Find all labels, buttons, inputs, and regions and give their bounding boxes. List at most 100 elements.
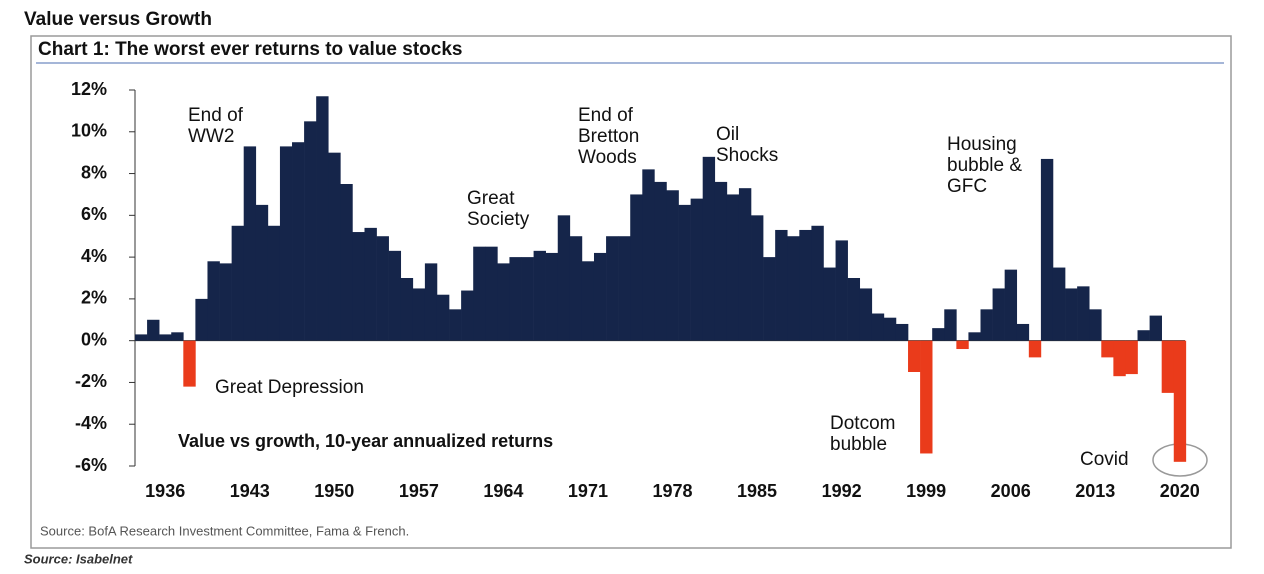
credit: Source: Isabelnet [24,551,133,566]
bar [678,204,691,341]
bar [135,334,148,341]
bar [956,340,969,350]
x-tick-label: 1978 [652,481,692,501]
bar [364,227,377,341]
bar [932,328,945,341]
bar [883,317,897,341]
bar [376,236,389,341]
bar [352,232,365,341]
bar [1052,267,1066,341]
bar [1125,340,1138,375]
bar [219,263,232,341]
y-tick-label: -2% [75,371,107,391]
bar [944,309,957,341]
bar [521,257,534,341]
x-tick-label: 1957 [399,481,439,501]
bar [1004,269,1018,341]
x-tick-label: 1943 [230,481,270,501]
annotation: Society [467,209,530,230]
bar [424,263,438,341]
bar [738,188,752,341]
x-tick-label: 2020 [1160,481,1200,501]
y-tick-label: 10% [71,121,107,141]
annotation: Housing [947,134,1017,155]
annotation: Bretton [578,126,639,147]
bar [147,319,160,341]
bar [908,340,921,372]
bar [1113,340,1126,377]
bar [1137,330,1150,341]
x-tick-label: 1999 [906,481,946,501]
bar [509,257,522,341]
bar [557,215,571,341]
bar [461,290,474,341]
bar [1101,340,1114,358]
annotation: Woods [578,147,637,168]
bar [473,246,486,341]
bar [1149,315,1162,341]
bar [316,96,329,341]
bar [835,240,848,341]
bar [1077,286,1090,341]
y-tick-label: 4% [81,246,107,266]
bar [702,156,716,341]
bar [714,181,728,341]
bar [1028,340,1042,358]
bar [207,261,220,341]
bar [859,288,873,341]
chart-frame [30,35,1232,549]
y-tick-label: 8% [81,162,107,182]
bar [666,190,679,341]
annotation: Oil [716,124,739,145]
bar [775,229,788,341]
y-tick-label: 6% [81,204,107,224]
bar [690,198,703,341]
subtitle: Value vs growth, 10-year annualized retu… [178,431,553,451]
bar [267,225,281,341]
bar [569,236,583,341]
bar [412,288,426,341]
bar [255,204,269,341]
x-tick-label: 2013 [1075,481,1115,501]
bar [799,229,812,341]
bar [533,250,546,341]
x-tick-label: 2006 [991,481,1031,501]
annotation: WW2 [188,126,234,147]
bar [243,146,257,341]
bar [787,236,800,341]
bar [1161,340,1175,393]
bar [992,288,1005,341]
x-tick-label: 1985 [737,481,777,501]
bar [763,257,776,341]
bar [751,215,764,341]
bar [400,278,414,341]
annotation: bubble & [947,155,1022,176]
annotation: End of [578,105,634,126]
bar [920,340,933,454]
bar [304,121,317,341]
bar [606,236,619,341]
bar [980,309,993,341]
bar [847,278,861,341]
bar [195,298,208,341]
x-tick-label: 1964 [483,481,523,501]
chart-title: Chart 1: The worst ever returns to value… [38,39,462,60]
annotation: bubble [830,434,887,455]
bar [449,309,462,341]
bar [183,340,196,387]
x-tick-label: 1936 [145,481,185,501]
bar [171,332,184,341]
bar [545,252,559,341]
bar [292,142,305,341]
annotation: Great [467,188,515,209]
bar [497,263,510,341]
x-tick-label: 1971 [568,481,608,501]
y-tick-label: -4% [75,413,107,433]
source: Source: BofA Research Investment Committ… [40,523,409,538]
bar [231,225,245,341]
bar [159,334,172,341]
bar [1040,158,1054,341]
bar [811,225,824,341]
bar [340,184,353,341]
